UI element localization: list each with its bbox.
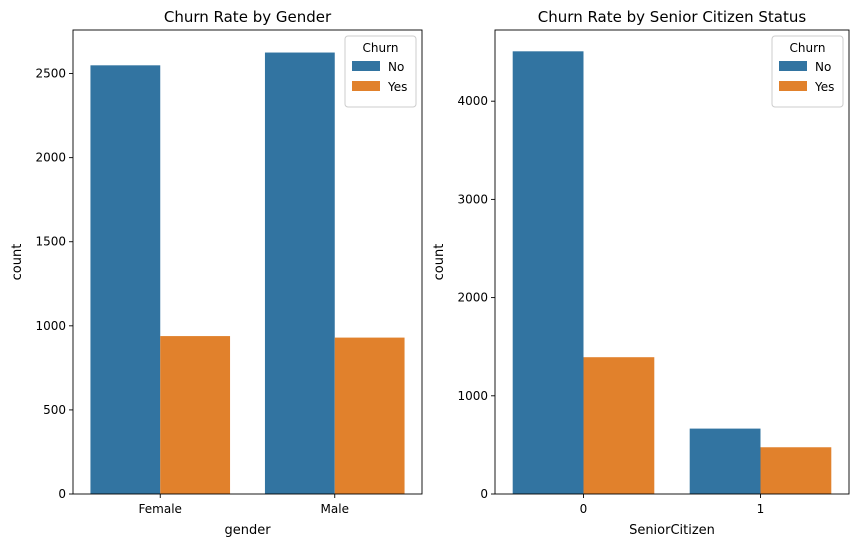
chart-1: Churn Rate by Gender 0 500 1000 1500 2000 2500… <box>10 8 423 538</box>
y-tick-label: 3000 <box>457 192 488 206</box>
y-tick-label: 1500 <box>35 235 66 249</box>
legend: Churn No Yes <box>771 35 844 108</box>
bar-yes-0 <box>160 336 231 494</box>
y-axis-label: count <box>10 244 25 281</box>
x-axis-label: gender <box>224 523 271 538</box>
y-tick-label: 0 <box>58 487 66 501</box>
bar-no-1 <box>689 428 761 494</box>
bar-no-1 <box>264 52 335 494</box>
legend-label-no: No <box>388 60 404 74</box>
legend-swatch-no <box>779 61 807 71</box>
bar-no-0 <box>90 65 161 495</box>
chart-title: Churn Rate by Gender <box>164 8 332 26</box>
legend-title: Churn <box>363 41 399 55</box>
legend-label-no: No <box>815 60 831 74</box>
bar-yes-1 <box>760 447 832 494</box>
legend: Churn No Yes <box>344 35 417 108</box>
legend-label-yes: Yes <box>387 80 407 94</box>
chart-title: Churn Rate by Senior Citizen Status <box>538 8 807 26</box>
x-tick-label: Male <box>321 502 349 516</box>
x-tick-label: 0 <box>580 502 588 516</box>
x-tick-label: Female <box>139 502 182 516</box>
y-tick-label: 2000 <box>35 151 66 165</box>
bar-yes-0 <box>583 357 655 494</box>
legend-label-yes: Yes <box>814 80 834 94</box>
y-tick-label: 500 <box>43 403 66 417</box>
bar-yes-1 <box>334 337 405 494</box>
legend-swatch-no <box>352 61 380 71</box>
y-tick-label: 2500 <box>35 67 66 81</box>
y-tick-label: 4000 <box>457 94 488 108</box>
legend-title: Churn <box>790 41 826 55</box>
axes-frame <box>494 29 850 495</box>
axes-frame <box>72 29 423 495</box>
y-tick-label: 0 <box>480 487 488 501</box>
bar-no-0 <box>512 51 584 494</box>
y-tick-label: 2000 <box>457 291 488 305</box>
y-axis-label: count <box>432 244 447 281</box>
x-axis-label: SeniorCitizen <box>629 523 715 538</box>
legend-swatch-yes <box>352 81 380 91</box>
y-tick-label: 1000 <box>35 319 66 333</box>
legend-swatch-yes <box>779 81 807 91</box>
x-tick-label: 1 <box>757 502 765 516</box>
chart-2: Churn Rate by Senior Citizen Status 0 1000… <box>432 8 850 538</box>
y-tick-label: 1000 <box>457 389 488 403</box>
